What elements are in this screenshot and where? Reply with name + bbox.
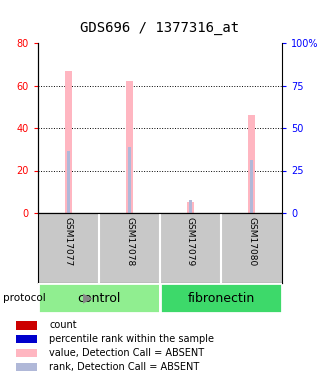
Text: GSM17077: GSM17077 [64,216,73,266]
Text: ▶: ▶ [83,291,93,304]
Text: protocol: protocol [3,293,46,303]
Text: percentile rank within the sample: percentile rank within the sample [49,334,214,344]
Bar [66,70,72,213]
Bar [16,349,37,357]
Bar [67,152,70,213]
Text: GSM17078: GSM17078 [125,216,134,266]
Bar [250,160,253,213]
Bar [16,335,37,344]
Text: count: count [49,321,77,330]
Text: GDS696 / 1377316_at: GDS696 / 1377316_at [80,21,240,35]
Text: control: control [77,291,121,304]
Bar [248,115,254,213]
Bar [128,147,131,213]
Text: value, Detection Call = ABSENT: value, Detection Call = ABSENT [49,348,204,358]
Bar [160,283,282,313]
Bar [188,202,194,213]
Bar [189,200,192,213]
Text: fibronectin: fibronectin [188,291,255,304]
Text: GSM17080: GSM17080 [247,216,256,266]
Text: rank, Detection Call = ABSENT: rank, Detection Call = ABSENT [49,362,200,372]
Bar [16,321,37,330]
Bar [38,283,160,313]
Bar [126,81,132,213]
Text: GSM17079: GSM17079 [186,216,195,266]
Bar [16,363,37,371]
